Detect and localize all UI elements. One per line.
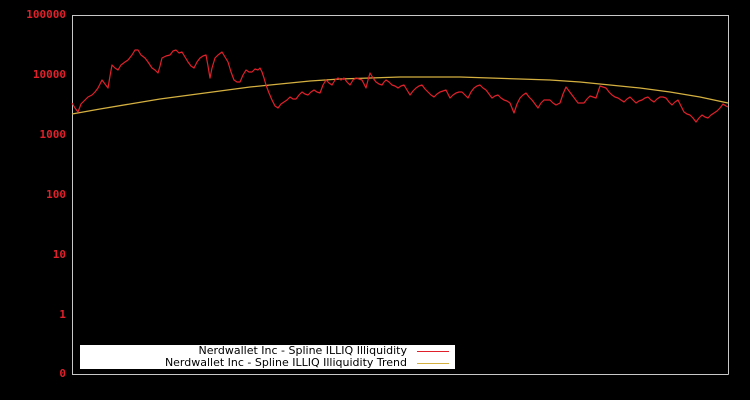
- y-tick-1: 1: [59, 308, 66, 321]
- legend: Nerdwallet Inc - Spline ILLIQ Illiquidit…: [80, 345, 455, 369]
- legend-label-illiquidity: Nerdwallet Inc - Spline ILLIQ Illiquidit…: [198, 344, 407, 357]
- y-tick-100000: 100000: [26, 8, 66, 21]
- legend-swatch-illiquidity: [417, 351, 449, 352]
- illiquidity-series-line: [71, 49, 729, 123]
- trend-series-line: [71, 76, 729, 115]
- y-tick-0: 0: [59, 367, 66, 380]
- y-tick-10000: 10000: [32, 68, 66, 81]
- legend-swatch-trend: [417, 363, 449, 364]
- y-tick-1000: 1000: [39, 128, 67, 141]
- plot-frame: [72, 15, 729, 375]
- y-tick-100: 100: [46, 188, 66, 201]
- legend-label-trend: Nerdwallet Inc - Spline ILLIQ Illiquidit…: [164, 356, 407, 369]
- y-tick-10: 10: [52, 248, 66, 261]
